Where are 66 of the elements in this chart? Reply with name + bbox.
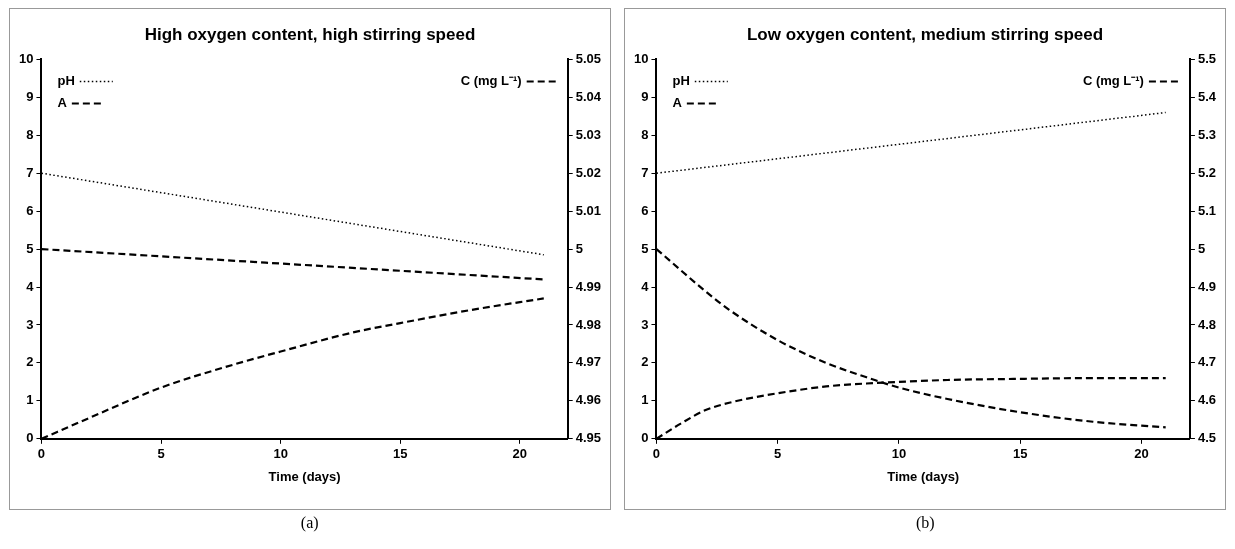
legend-label: C (mg L⁻¹) <box>460 72 522 88</box>
x-tick-label: 15 <box>1013 446 1028 462</box>
y-tick-label: 9 <box>25 88 34 104</box>
y-tick-label: 0 <box>641 430 649 446</box>
y-tick-label: 7 <box>641 164 649 180</box>
y-tick-label: 1 <box>25 392 34 408</box>
legend-label: pH <box>672 72 691 88</box>
y2-tick-label: 4.98 <box>575 316 601 332</box>
y-tick-label: 8 <box>641 126 649 142</box>
y-tick-label: 4 <box>641 278 650 294</box>
legend-label: pH <box>57 72 75 88</box>
y2-tick-label: 4.8 <box>1198 316 1217 332</box>
y2-tick-label: 5.2 <box>1198 164 1217 180</box>
y-tick-label: 6 <box>25 202 34 218</box>
y2-tick-label: 5.04 <box>575 88 602 104</box>
x-tick-label: 10 <box>891 446 907 462</box>
y2-tick-label: 5 <box>575 240 583 256</box>
y-tick-label: 2 <box>641 354 649 370</box>
x-tick-label: 5 <box>774 446 782 462</box>
x-tick-label: 0 <box>37 446 45 462</box>
y-tick-label: 7 <box>25 164 34 180</box>
y2-tick-label: 4.99 <box>575 278 601 294</box>
y2-tick-label: 5.05 <box>575 50 601 66</box>
y2-tick-label: 5.1 <box>1198 202 1217 218</box>
y-tick-label: 8 <box>25 126 34 142</box>
y2-tick-label: 5.02 <box>575 164 601 180</box>
y-tick-label: 6 <box>641 202 649 218</box>
y-tick-label: 9 <box>641 88 649 104</box>
y2-tick-label: 4.7 <box>1198 354 1217 370</box>
legend-label: C (mg L⁻¹) <box>1083 72 1145 88</box>
y2-tick-label: 4.9 <box>1198 278 1217 294</box>
y2-tick-label: 4.96 <box>575 392 601 408</box>
x-tick-label: 20 <box>1134 446 1149 462</box>
y2-tick-label: 5.03 <box>575 126 601 142</box>
legend-label: A <box>672 94 683 110</box>
y2-tick-label: 4.97 <box>575 354 601 370</box>
chart-title: Low oxygen content, medium stirring speed <box>747 24 1104 44</box>
y-tick-label: 2 <box>25 354 34 370</box>
y-tick-label: 4 <box>25 278 34 294</box>
y-tick-label: 3 <box>25 316 34 332</box>
y2-tick-label: 5 <box>1198 240 1206 256</box>
y2-tick-label: 5.5 <box>1198 50 1217 66</box>
x-tick-label: 20 <box>512 446 527 462</box>
y2-tick-label: 4.5 <box>1198 430 1217 446</box>
x-tick-label: 0 <box>653 446 661 462</box>
text: (a) <box>300 514 319 532</box>
y2-tick-label: 4.95 <box>575 430 601 446</box>
x-axis-title: Time (days) <box>887 468 960 484</box>
legend-label: A <box>57 94 68 110</box>
y-tick-label: 10 <box>634 50 649 66</box>
y-tick-label: 1 <box>641 392 649 408</box>
chart-title: High oxygen content, high stirring speed <box>144 24 476 44</box>
y2-tick-label: 5.3 <box>1198 126 1217 142</box>
x-axis-title: Time (days) <box>268 468 341 484</box>
text: (b) <box>915 514 935 532</box>
y2-tick-label: 5.4 <box>1198 88 1218 104</box>
y-tick-label: 5 <box>641 240 649 256</box>
x-tick-label: 5 <box>157 446 165 462</box>
y2-tick-label: 5.01 <box>575 202 601 218</box>
y-tick-label: 3 <box>641 316 649 332</box>
y2-tick-label: 4.6 <box>1198 392 1217 408</box>
x-tick-label: 15 <box>392 446 408 462</box>
y-tick-label: 5 <box>25 240 34 256</box>
x-tick-label: 10 <box>273 446 288 462</box>
y-tick-label: 10 <box>18 50 34 66</box>
y-tick-label: 0 <box>25 430 34 446</box>
